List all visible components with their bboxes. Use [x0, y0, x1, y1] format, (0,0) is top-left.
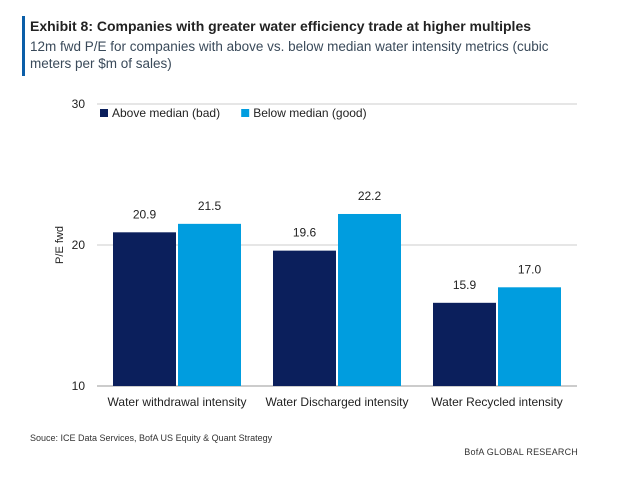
y-tick-label: 30 — [72, 97, 86, 111]
x-tick-label: Water Recycled intensity — [431, 395, 563, 409]
brand-label: BofA GLOBAL RESEARCH — [464, 447, 578, 457]
legend-swatch — [241, 109, 250, 117]
bar-above-median — [113, 232, 176, 386]
x-tick-label: Water withdrawal intensity — [108, 395, 247, 409]
data-label: 21.5 — [198, 199, 222, 213]
data-label: 22.2 — [358, 189, 382, 203]
legend-swatch — [100, 109, 108, 117]
bar-above-median — [433, 302, 496, 386]
chart-subtitle: 12m fwd P/E for companies with above vs.… — [30, 39, 549, 71]
y-axis-label: P/E fwd — [54, 226, 66, 264]
x-tick-label: Water Discharged intensity — [266, 395, 409, 409]
legend-label: Above median (bad) — [112, 106, 220, 120]
bar-below-median — [338, 213, 401, 386]
y-tick-label: 20 — [72, 238, 86, 252]
bar-below-median — [498, 287, 561, 386]
data-label: 20.9 — [133, 207, 157, 221]
source-note: Souce: ICE Data Services, BofA US Equity… — [30, 433, 273, 443]
y-tick-label: 10 — [72, 379, 86, 393]
title-accent-bar — [22, 16, 25, 76]
data-label: 19.6 — [293, 226, 317, 240]
legend-label: Below median (good) — [253, 106, 366, 120]
bar-below-median — [178, 223, 241, 386]
chart-title: Exhibit 8: Companies with greater water … — [30, 18, 532, 34]
data-label: 17.0 — [518, 262, 542, 276]
data-label: 15.9 — [453, 278, 477, 292]
bar-above-median — [273, 250, 336, 386]
